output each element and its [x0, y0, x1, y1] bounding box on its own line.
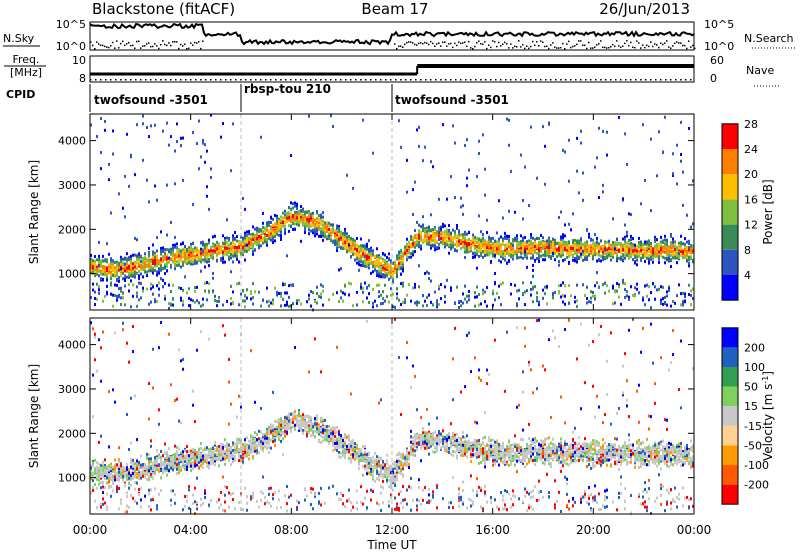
colorbar-tick: 20	[744, 168, 758, 181]
cpid-segment-2: rbsp-tou 210	[244, 82, 331, 96]
y-tick-label: 4000	[58, 135, 86, 148]
colorbar-tick: 12	[744, 219, 758, 232]
noise-panel: N.Sky 10^5 10^0 10^5 10^0 N.Search	[3, 18, 796, 53]
colorbar-tick: -200	[744, 479, 769, 492]
x-tick-label: 12:00	[375, 523, 410, 537]
noise-sky-trace	[89, 22, 695, 46]
colorbar-segment	[722, 484, 738, 505]
x-tick-label: 00:00	[73, 523, 108, 537]
beam-title: Beam 17	[361, 0, 428, 18]
colorbar-tick: 100	[744, 361, 765, 374]
colorbar-tick: -50	[744, 439, 762, 452]
velocity-colorbar-label-exp: -1	[761, 376, 770, 384]
noise-right-tick-bottom: 10^0	[704, 40, 734, 53]
x-axis: 00:00 04:00 08:00 12:00 16:00 20:00 00:00	[73, 114, 712, 537]
colorbar-segment	[722, 445, 738, 465]
colorbar-segment	[722, 249, 738, 275]
colorbar-tick: -100	[744, 459, 769, 472]
colorbar-segment	[722, 327, 738, 348]
y-tick-label: 2000	[58, 223, 86, 236]
freq-tick-top: 10	[72, 54, 86, 67]
x-tick-label: 20:00	[576, 523, 611, 537]
colorbar-tick: 24	[744, 143, 758, 156]
colorbar-tick: 28	[744, 118, 758, 131]
nave-tick-top: 60	[710, 54, 724, 67]
x-tick-label: 08:00	[274, 523, 309, 537]
colorbar-segment	[722, 425, 738, 446]
colorbar-segment	[722, 367, 738, 387]
y-tick-label: 3000	[58, 383, 86, 396]
velocity-ylabel: Slant Range [km]	[27, 364, 41, 468]
colorbar-tick: 8	[744, 244, 751, 257]
x-tick-label: 16:00	[475, 523, 510, 537]
colorbar-segment	[722, 123, 738, 149]
power-colorbar-label: Power [dB]	[761, 179, 775, 244]
y-tick-label: 4000	[58, 339, 86, 352]
colorbar-segment	[722, 465, 738, 485]
velocity-colorbar-label-close: ]	[761, 371, 775, 376]
date-title: 26/Jun/2013	[599, 0, 690, 18]
colorbar-segment	[722, 224, 738, 250]
freq-label-line1: Freq.	[12, 53, 39, 66]
colorbar-tick: 16	[744, 193, 758, 206]
colorbar-tick: -15	[744, 420, 762, 433]
freq-panel: Freq. [MHz] 10 8 60 0 Nave	[4, 53, 780, 87]
power-panel: 1000 2000 3000 4000 Slant Range [km] 4 8 12 16…	[27, 113, 775, 312]
colorbar-segment	[722, 347, 738, 367]
noise-left-tick-top: 10^5	[56, 18, 86, 31]
x-tick-label: 04:00	[173, 523, 208, 537]
colorbar-segment	[722, 275, 738, 301]
freq-tick-bottom: 8	[79, 72, 86, 85]
velocity-colorbar-label: Velocity [m s-1]	[761, 371, 775, 461]
y-tick-label: 1000	[58, 472, 86, 485]
power-ylabel: Slant Range [km]	[27, 160, 41, 264]
noise-left-tick-bottom: 10^0	[56, 40, 86, 53]
x-tick-label: 00:00	[677, 523, 712, 537]
colorbar-tick: 4	[744, 269, 751, 282]
cpid-segment-3: twofsound -3501	[395, 93, 509, 107]
n-search-label: N.Search	[744, 32, 794, 45]
nave-tick-bottom: 0	[710, 72, 717, 85]
colorbar-segment	[722, 174, 738, 200]
freq-label-line2: [MHz]	[10, 66, 42, 79]
y-tick-label: 3000	[58, 179, 86, 192]
colorbar-tick: 50	[744, 381, 758, 394]
x-axis-label: Time UT	[366, 538, 417, 552]
velocity-panel: 1000 2000 3000 4000 Slant Range [km] -200 -1…	[27, 317, 775, 516]
colorbar-tick: 200	[744, 341, 765, 354]
colorbar-segment	[722, 149, 738, 175]
y-tick-label: 2000	[58, 427, 86, 440]
cpid-label: CPID	[6, 88, 35, 101]
station-title: Blackstone (fitACF)	[92, 0, 235, 18]
colorbar-segment	[722, 406, 738, 426]
cpid-segment-1: twofsound -3501	[94, 93, 208, 107]
noise-right-tick-top: 10^5	[704, 18, 734, 31]
cpid-bar: CPID twofsound -3501 rbsp-tou 210 twofso…	[6, 82, 509, 112]
colorbar-segment	[722, 199, 738, 225]
nave-label: Nave	[746, 64, 774, 77]
n-sky-label: N.Sky	[3, 32, 35, 45]
colorbar-tick: 15	[744, 400, 758, 413]
colorbar-segment	[722, 386, 738, 407]
velocity-colorbar-label-main: Velocity [m s	[761, 384, 775, 461]
y-tick-label: 1000	[58, 268, 86, 281]
